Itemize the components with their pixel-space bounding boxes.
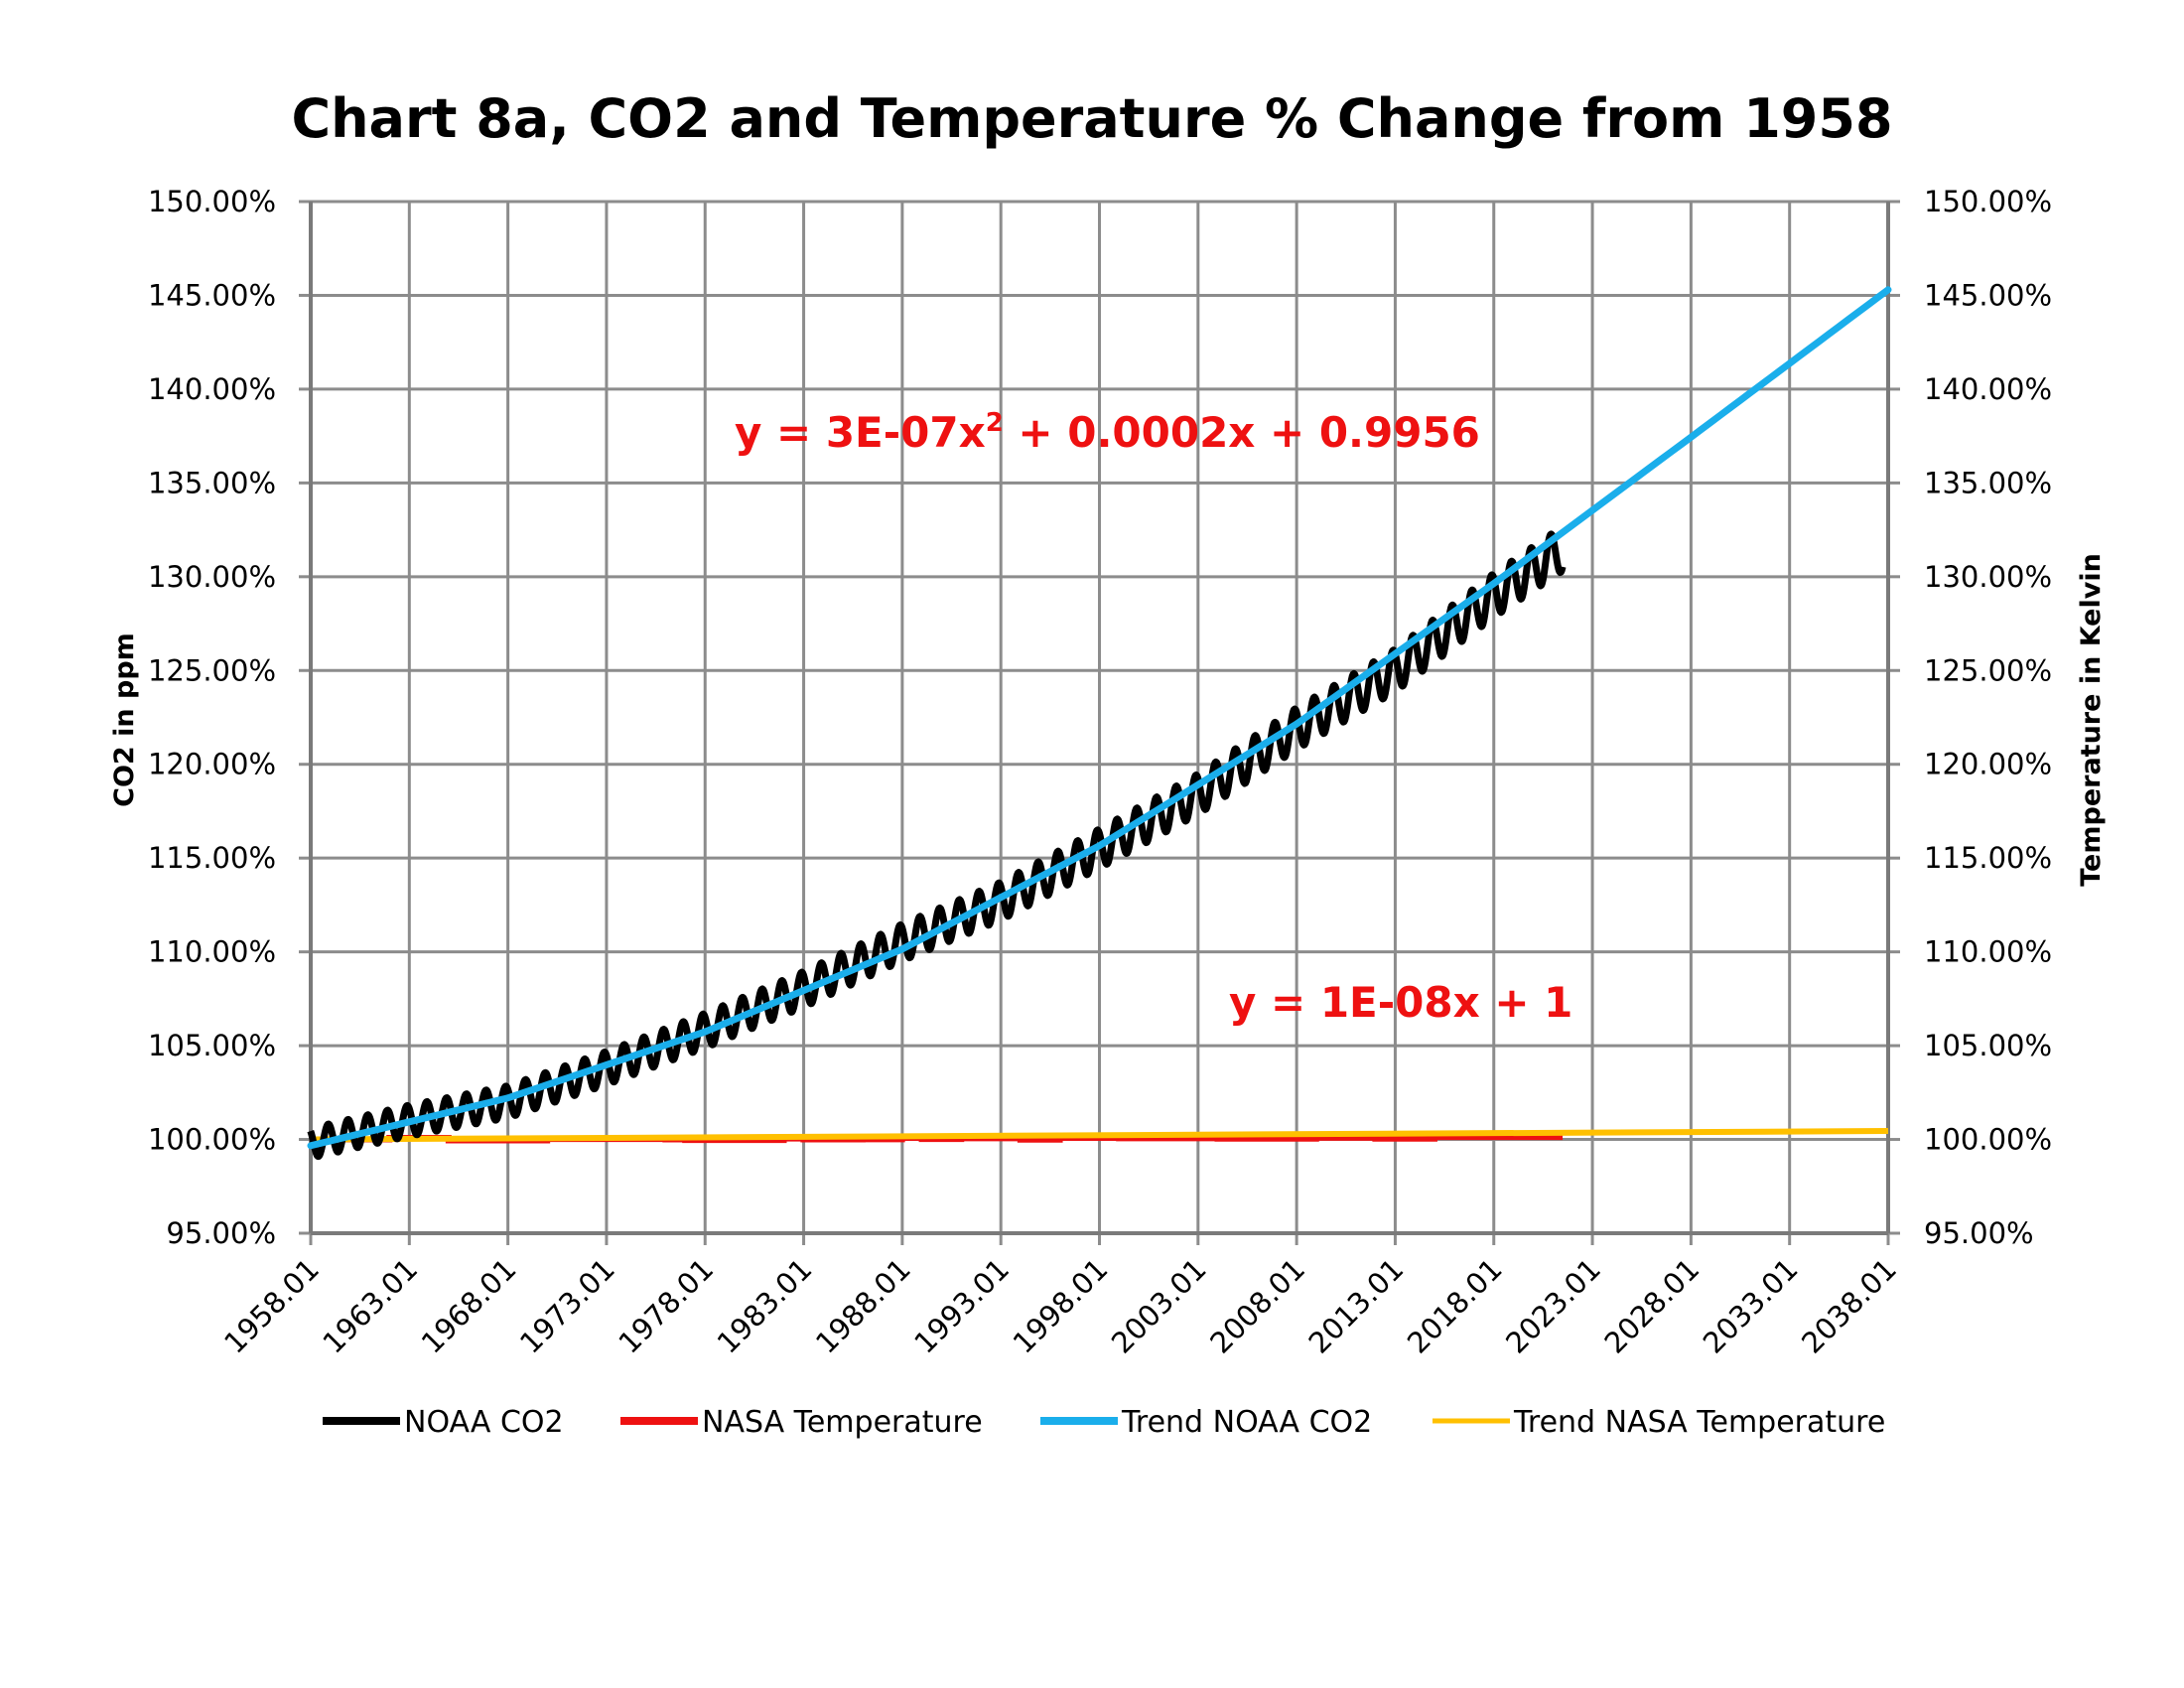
trend-equation-temperature: y = 1E-08x + 1 <box>1229 978 1572 1027</box>
y-tick-label-right: 130.00% <box>1924 560 2052 594</box>
y-axis-title-left: CO2 in ppm <box>109 633 140 807</box>
axes <box>299 200 1900 1245</box>
trend-equation-co2: y = 3E-07x2 + 0.0002x + 0.9956 <box>735 408 1480 457</box>
x-tick-label: 1983.01 <box>711 1252 819 1360</box>
x-tick-label: 2023.01 <box>1499 1252 1607 1360</box>
y-tick-label-right: 100.00% <box>1924 1123 2052 1157</box>
y-tick-label-left: 130.00% <box>148 560 276 594</box>
y-axis-title-right: Temperature in Kelvin <box>2076 553 2107 887</box>
y-tick-label-left: 110.00% <box>148 935 276 969</box>
y-tick-label-left: 145.00% <box>148 278 276 312</box>
x-tick-label: 2003.01 <box>1105 1252 1213 1360</box>
series-trend-nasa-temperature <box>310 1128 1889 1143</box>
x-tick-label: 2008.01 <box>1203 1252 1311 1360</box>
series-layer <box>307 286 1892 1161</box>
y-tick-label-right: 110.00% <box>1924 935 2052 969</box>
x-tick-label: 2013.01 <box>1302 1252 1411 1360</box>
y-tick-label-right: 95.00% <box>1924 1216 2034 1250</box>
x-tick-label: 1993.01 <box>907 1252 1016 1360</box>
y-ticks-left: 95.00% 100.00% 105.00% 110.00% 115.00% 120.00… <box>148 185 276 1250</box>
y-tick-label-left: 95.00% <box>166 1216 276 1250</box>
x-tick-label: 2018.01 <box>1401 1252 1509 1360</box>
y-tick-label-right: 120.00% <box>1924 748 2052 781</box>
y-tick-label-right: 115.00% <box>1924 841 2052 875</box>
x-tick-label: 1958.01 <box>217 1252 326 1360</box>
series-trend-noaa-co2 <box>307 286 1892 1150</box>
y-ticks-right: 95.00% 100.00% 105.00% 110.00% 115.00% 120.00… <box>1924 185 2052 1250</box>
x-tick-label: 2038.01 <box>1795 1252 1903 1360</box>
x-tick-label: 1978.01 <box>612 1252 720 1360</box>
legend-label-trend-noaa-co2: Trend NOAA CO2 <box>1121 1405 1372 1440</box>
y-tick-label-left: 100.00% <box>148 1123 276 1157</box>
legend: NOAA CO2 NASA Temperature Trend NOAA CO2 Tr… <box>323 1405 1885 1440</box>
y-tick-label-left: 120.00% <box>148 748 276 781</box>
y-tick-label-right: 105.00% <box>1924 1029 2052 1062</box>
x-ticks: 1958.011963.011968.011973.011978.011983.… <box>217 1252 1903 1360</box>
x-tick-label: 1998.01 <box>1007 1252 1115 1360</box>
x-tick-label: 1968.01 <box>415 1252 523 1360</box>
y-tick-label-left: 125.00% <box>148 653 276 687</box>
x-tick-label: 2033.01 <box>1697 1252 1805 1360</box>
x-tick-label: 1963.01 <box>316 1252 424 1360</box>
y-tick-label-right: 150.00% <box>1924 185 2052 218</box>
y-tick-label-right: 140.00% <box>1924 372 2052 406</box>
y-tick-label-right: 125.00% <box>1924 653 2052 687</box>
series-noaa-co2 <box>307 530 1567 1161</box>
y-tick-label-right: 145.00% <box>1924 278 2052 312</box>
legend-label-noaa-co2: NOAA CO2 <box>404 1405 564 1440</box>
legend-label-nasa-temperature: NASA Temperature <box>702 1405 983 1440</box>
y-tick-label-left: 105.00% <box>148 1029 276 1062</box>
x-tick-label: 1988.01 <box>809 1252 917 1360</box>
y-tick-label-left: 115.00% <box>148 841 276 875</box>
x-tick-label: 2028.01 <box>1597 1252 1706 1360</box>
y-tick-label-left: 140.00% <box>148 372 276 406</box>
legend-label-trend-nasa-temperature: Trend NASA Temperature <box>1513 1405 1885 1440</box>
y-tick-label-left: 135.00% <box>148 466 276 499</box>
y-tick-label-left: 150.00% <box>148 185 276 218</box>
x-tick-label: 1973.01 <box>513 1252 621 1360</box>
chart-title: Chart 8a, CO2 and Temperature % Change f… <box>291 87 1892 150</box>
y-tick-label-right: 135.00% <box>1924 466 2052 499</box>
